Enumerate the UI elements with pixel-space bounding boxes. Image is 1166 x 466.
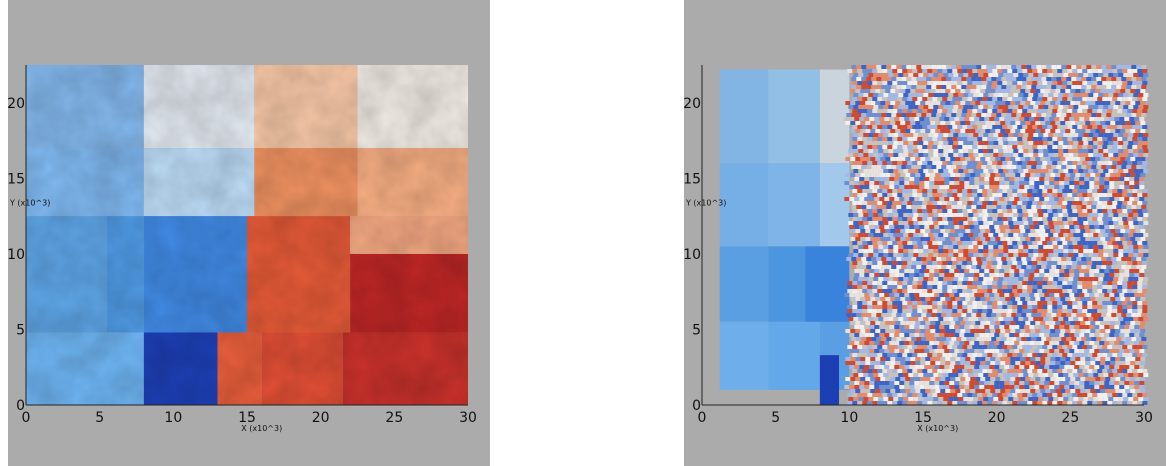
y-tick-label: 0 xyxy=(16,398,25,414)
heatmap-region xyxy=(719,321,769,390)
y-tick-label: 20 xyxy=(684,96,701,112)
heatmap-region xyxy=(719,163,769,247)
heatmap-region xyxy=(768,69,820,164)
plot-area xyxy=(719,65,1149,405)
heatmap-region xyxy=(819,163,850,247)
x-tick-label: 0 xyxy=(22,410,31,426)
y-tick-label: 0 xyxy=(692,398,701,414)
x-tick-label: 10 xyxy=(840,410,858,426)
y-tick-label: 10 xyxy=(8,247,25,263)
x-tick-label: 30 xyxy=(1135,410,1153,426)
chart-panel-right: 0 5 10 15 20 25 30 0 5 10 15 20 X (x10^3) Y (x10^3) xyxy=(684,0,1166,466)
x-tick-label: 25 xyxy=(385,410,403,426)
heatmap-chart-right: 0 5 10 15 20 25 30 0 5 10 15 20 X (x10^3) Y (x10^3) xyxy=(684,65,1153,433)
x-tick-label: 5 xyxy=(771,410,780,426)
x-tick-label: 30 xyxy=(459,410,477,426)
surface-relief xyxy=(26,65,468,405)
x-axis-label: X (x10^3) xyxy=(241,424,282,433)
y-tick-label: 15 xyxy=(684,171,701,187)
heatmap-chart-left: 0 5 10 15 20 25 30 0 5 10 15 20 X (x10^3) Y (x10^3) xyxy=(8,65,477,433)
heatmap-region xyxy=(719,69,769,164)
y-tick-label: 10 xyxy=(684,247,701,263)
x-tick-label: 10 xyxy=(164,410,182,426)
noise-field xyxy=(844,65,1149,405)
plot-area xyxy=(26,65,468,405)
x-axis-label: X (x10^3) xyxy=(917,424,958,433)
heatmap-region xyxy=(819,69,850,164)
heatmap-region xyxy=(819,355,840,405)
x-tick-label: 5 xyxy=(95,410,104,426)
x-tick-label: 15 xyxy=(238,410,256,426)
heatmap-region xyxy=(768,321,820,390)
axes: 0 5 10 15 20 25 30 0 5 10 15 20 X (x10^3) Y (x10^3) xyxy=(8,65,477,433)
chart-panel-left: 0 5 10 15 20 25 30 0 5 10 15 20 X (x10^3) Y (x10^3) xyxy=(8,0,490,466)
x-tick-label: 15 xyxy=(914,410,932,426)
x-tick-label: 20 xyxy=(312,410,330,426)
y-axis-label: Y (x10^3) xyxy=(685,199,726,208)
x-tick-label: 20 xyxy=(988,410,1006,426)
heatmap-region xyxy=(805,246,850,322)
x-tick-label: 0 xyxy=(698,410,707,426)
heatmap-region xyxy=(768,163,820,247)
y-axis-label: Y (x10^3) xyxy=(9,199,50,208)
y-tick-label: 15 xyxy=(8,171,25,187)
y-tick-label: 5 xyxy=(16,322,25,338)
axes: 0 5 10 15 20 25 30 0 5 10 15 20 X (x10^3) Y (x10^3) xyxy=(684,65,1153,433)
x-tick-label: 25 xyxy=(1061,410,1079,426)
heatmap-region xyxy=(768,246,806,322)
heatmap-region xyxy=(719,246,769,322)
y-tick-label: 5 xyxy=(692,322,701,338)
y-tick-label: 20 xyxy=(8,96,25,112)
